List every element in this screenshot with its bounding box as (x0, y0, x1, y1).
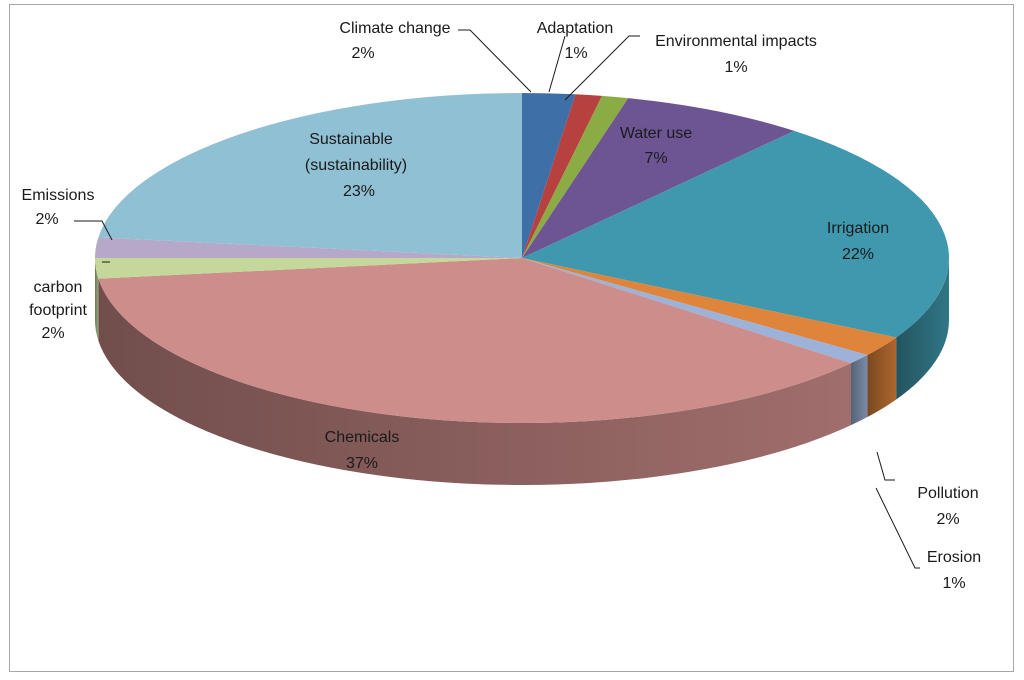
slice-label-carbon-footprint: carbon (34, 279, 83, 296)
slice-pollution (522, 258, 897, 355)
slice-emissions (95, 237, 522, 258)
slice-label-sustainable-sustainability: (sustainability) (305, 157, 407, 174)
slice-label-adaptation: Adaptation (537, 20, 614, 37)
slice-percent-emissions: 2% (35, 211, 58, 228)
slice-adaptation (522, 94, 603, 258)
slice-percent-chemicals: 37% (346, 455, 378, 472)
slice-carbon-footprint (95, 258, 522, 279)
slice-label-sustainable-sustainability: Sustainable (309, 131, 393, 148)
slice-percent-water-use: 7% (644, 150, 667, 167)
slice-label-carbon-footprint: footprint (29, 302, 87, 319)
pie-top (95, 93, 949, 423)
leader-line-adaptation (548, 35, 566, 93)
slice-climate-change (522, 93, 576, 258)
pie-side-walls (95, 258, 949, 485)
slice-percent-erosion: 1% (942, 575, 965, 592)
slice-label-emissions: Emissions (22, 187, 95, 204)
leader-line-emissions (74, 220, 113, 241)
slice-erosion (522, 258, 868, 364)
leader-line-climate-change (458, 29, 532, 93)
side-carbon-footprint (95, 258, 99, 341)
side-erosion (851, 354, 868, 426)
slice-percent-irrigation: 22% (842, 246, 874, 263)
slice-percent-carbon-footprint: 2% (41, 325, 64, 342)
slice-label-chemicals: Chemicals (325, 429, 400, 446)
slice-percent-environmental-impacts: 1% (724, 59, 747, 76)
slice-label-irrigation: Irrigation (827, 220, 889, 237)
slice-percent-climate-change: 2% (351, 45, 374, 62)
slice-labels: Climate change 2% Adaptation 1% Environmenta… (22, 20, 982, 592)
slice-sustainable-sustainability (98, 93, 523, 258)
slice-irrigation (522, 130, 949, 338)
side-irrigation (896, 258, 949, 400)
slice-chemicals (98, 258, 852, 423)
side-pollution (867, 337, 897, 417)
slice-label-pollution: Pollution (917, 485, 978, 502)
slice-label-climate-change: Climate change (339, 20, 450, 37)
slice-label-environmental-impacts: Environmental impacts (655, 33, 817, 50)
leader-line-erosion (875, 487, 920, 569)
slice-label-erosion: Erosion (927, 549, 981, 566)
slice-percent-pollution: 2% (936, 511, 959, 528)
leader-line-pollution (876, 451, 895, 481)
slice-percent-adaptation: 1% (564, 45, 587, 62)
slice-environmental-impacts (522, 95, 629, 258)
leader-line-environmental-impacts (564, 35, 640, 101)
side-chemicals (98, 278, 852, 485)
slice-percent-sustainable-sustainability: 23% (343, 183, 375, 200)
slice-water-use (522, 98, 795, 258)
slice-label-water-use: Water use (620, 125, 692, 142)
